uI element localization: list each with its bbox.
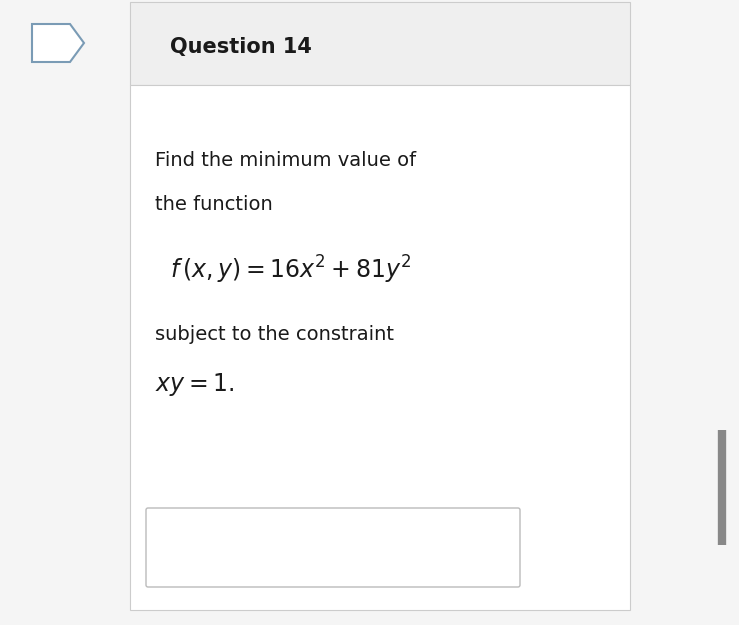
Text: subject to the constraint: subject to the constraint [155,326,394,344]
Text: the function: the function [155,196,273,214]
Bar [130,85,630,610]
Polygon shape [32,24,84,62]
Text: $xy = 1.$: $xy = 1.$ [155,371,234,399]
Text: Find the minimum value of: Find the minimum value of [155,151,416,169]
Bar [130,2,630,85]
Text: Question 14: Question 14 [170,37,312,57]
Text: $f\,(x, y) = 16x^2 + 81y^2$: $f\,(x, y) = 16x^2 + 81y^2$ [170,254,411,286]
FancyBboxPatch shape [146,508,520,587]
